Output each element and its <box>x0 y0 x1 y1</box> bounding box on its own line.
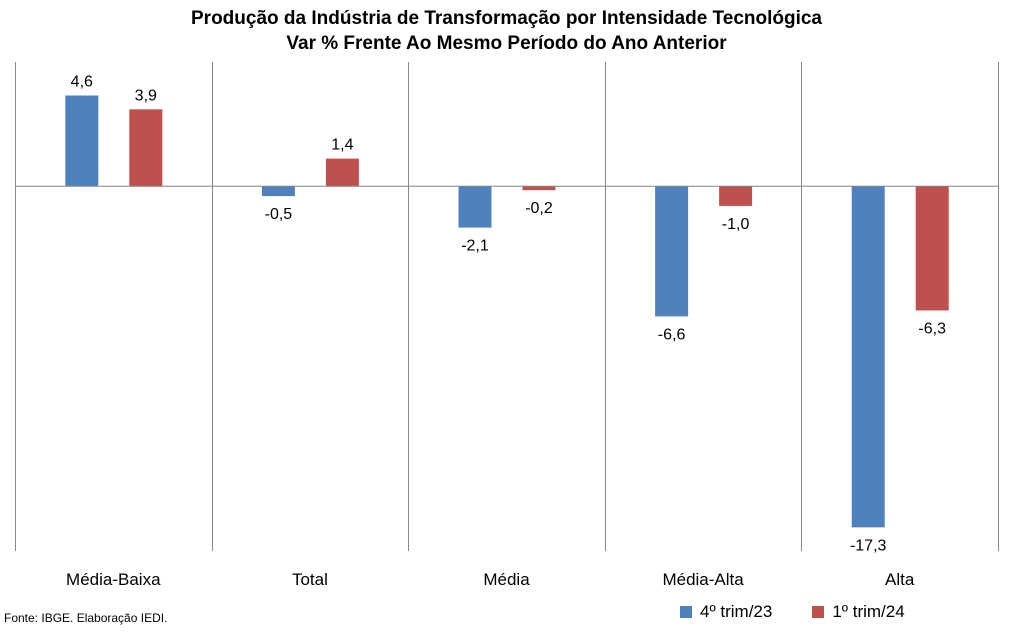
data-label: -17,3 <box>850 537 887 554</box>
legend: 4º trim/23 1º trim/24 <box>680 602 905 622</box>
legend-label-series-2: 1º trim/24 <box>832 602 905 621</box>
category-label: Média <box>483 570 530 589</box>
data-label: 4,6 <box>71 74 93 91</box>
data-label: -0,2 <box>525 200 553 217</box>
chart-subtitle: Var % Frente Ao Mesmo Período do Ano Ant… <box>286 33 727 54</box>
bar-series-2-4 <box>915 186 949 311</box>
data-label: -6,6 <box>658 326 686 343</box>
legend-swatch-series-2 <box>812 606 825 618</box>
source-note: Fonte: IBGE. Elaboração IEDI. <box>4 611 168 625</box>
bar-series-2-2 <box>522 186 556 191</box>
bar-series-1-2 <box>458 186 492 228</box>
category-label: Alta <box>885 570 915 589</box>
legend-item-series-1: 4º trim/23 <box>680 602 772 622</box>
data-label: 1,4 <box>331 137 353 154</box>
bar-series-1-3 <box>655 186 689 317</box>
category-label: Média-Baixa <box>66 570 161 589</box>
category-label: Média-Alta <box>662 570 744 589</box>
bar-series-2-3 <box>719 186 753 206</box>
data-label: 3,9 <box>135 87 157 104</box>
bar-series-2-1 <box>325 158 359 187</box>
bar-series-1-1 <box>261 186 295 197</box>
data-label: -0,5 <box>265 206 293 223</box>
data-label: -2,1 <box>461 238 489 255</box>
bar-series-1-0 <box>65 95 99 187</box>
chart-title: Produção da Indústria de Transformação p… <box>191 8 822 29</box>
bar-series-2-0 <box>129 109 163 187</box>
chart-title-block: Produção da Indústria de Transformação p… <box>0 6 1013 56</box>
legend-item-series-2: 1º trim/24 <box>812 602 905 622</box>
legend-label-series-1: 4º trim/23 <box>700 602 773 621</box>
data-label: -1,0 <box>722 216 750 233</box>
bar-series-1-4 <box>851 186 885 528</box>
category-label: Total <box>292 570 328 589</box>
data-label: -6,3 <box>918 320 946 337</box>
legend-swatch-series-1 <box>680 606 692 618</box>
